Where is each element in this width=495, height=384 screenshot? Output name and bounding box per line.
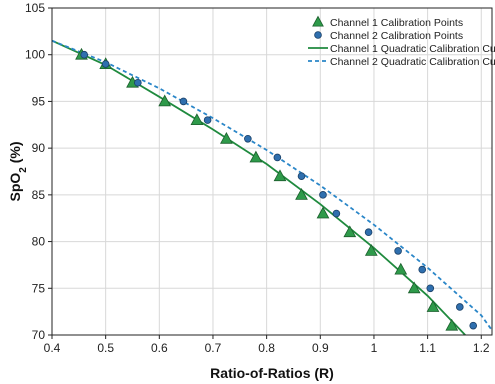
channel2-point (179, 97, 188, 106)
points-layer (75, 47, 478, 331)
y-tick-label: 75 (32, 281, 46, 295)
y-tick-label: 85 (32, 188, 46, 202)
x-tick-label: 0.9 (312, 341, 329, 355)
legend-triangle-marker (312, 15, 324, 27)
legend: Channel 1 Calibration Points Channel 2 C… (308, 15, 495, 68)
channel1-point (273, 169, 287, 182)
y-tick-label: 105 (25, 1, 45, 15)
legend-label: Channel 2 Quadratic Calibration Curve (330, 56, 495, 68)
channel1-point (343, 225, 357, 238)
channel2-point (426, 284, 435, 293)
legend-label: Channel 2 Calibration Points (330, 30, 463, 42)
legend-entry-channel2-curve: Channel 2 Quadratic Calibration Curve (308, 56, 495, 68)
y-tick-label: 70 (32, 328, 46, 342)
x-tick-label: 1.1 (419, 341, 436, 355)
ticks-layer: 0.4 0.5 0.6 0.7 0.8 0.9 1 1.1 1.2 70 75 80 85 90 95 100… (25, 1, 490, 355)
channel1-point (316, 206, 330, 219)
x-tick-label: 0.8 (258, 341, 275, 355)
channel2-point (101, 60, 110, 68)
x-tick-label: 0.6 (151, 341, 168, 355)
channel1-point (445, 318, 459, 331)
grid-layer (51, 7, 492, 336)
channel2-point (203, 116, 212, 124)
y-tick-label: 100 (25, 48, 45, 62)
legend-entry-channel2-points: Channel 2 Calibration Points (314, 30, 463, 42)
legend-entry-channel1-curve: Channel 1 Quadratic Calibration Curve (308, 43, 495, 55)
y-axis-title-main: SpO (7, 173, 23, 202)
x-tick-label: 1 (371, 341, 378, 355)
channel1-point (190, 113, 204, 125)
channel1-point (426, 300, 440, 312)
channel1-point (394, 262, 408, 275)
channel2-point (134, 78, 142, 87)
y-tick-label: 95 (32, 94, 46, 108)
channel1-curve (51, 39, 466, 336)
channel2-point (394, 247, 402, 255)
channel2-point (297, 172, 306, 180)
x-tick-label: 1.2 (473, 341, 490, 355)
x-tick-label: 0.7 (205, 341, 222, 355)
channel1-point (364, 244, 378, 256)
channel1-point (407, 281, 421, 294)
y-tick-label: 80 (32, 235, 46, 249)
channel2-point (80, 50, 88, 59)
channel1-point (295, 188, 308, 200)
y-axis-title-suffix: (%) (7, 141, 23, 167)
legend-entry-channel1-points: Channel 1 Calibration Points (312, 15, 463, 29)
plot-frame (51, 7, 493, 336)
y-axis-title: SpO2 (%) (7, 141, 29, 201)
channel2-point (418, 265, 427, 274)
curves-layer (51, 39, 493, 336)
channel2-point (273, 153, 282, 162)
channel2-point (319, 191, 327, 199)
x-tick-label: 0.5 (97, 341, 114, 355)
legend-label: Channel 1 Calibration Points (330, 17, 463, 29)
channel2-curve (51, 39, 493, 331)
channel2-point (469, 321, 478, 330)
y-tick-label: 90 (32, 141, 46, 155)
channel1-point (158, 94, 172, 107)
x-axis-title: Ratio-of-Ratios (R) (210, 365, 334, 381)
channel2-point (364, 228, 373, 237)
channel2-point (244, 135, 252, 143)
legend-circle-marker (314, 31, 322, 39)
channel2-point (332, 209, 341, 218)
channel1-point (249, 150, 263, 163)
y-axis-title-subscript: 2 (18, 167, 29, 173)
channel2-point (456, 303, 464, 311)
channel1-point (220, 131, 233, 144)
legend-label: Channel 1 Quadratic Calibration Curve (330, 43, 495, 55)
x-tick-label: 0.4 (44, 341, 61, 355)
